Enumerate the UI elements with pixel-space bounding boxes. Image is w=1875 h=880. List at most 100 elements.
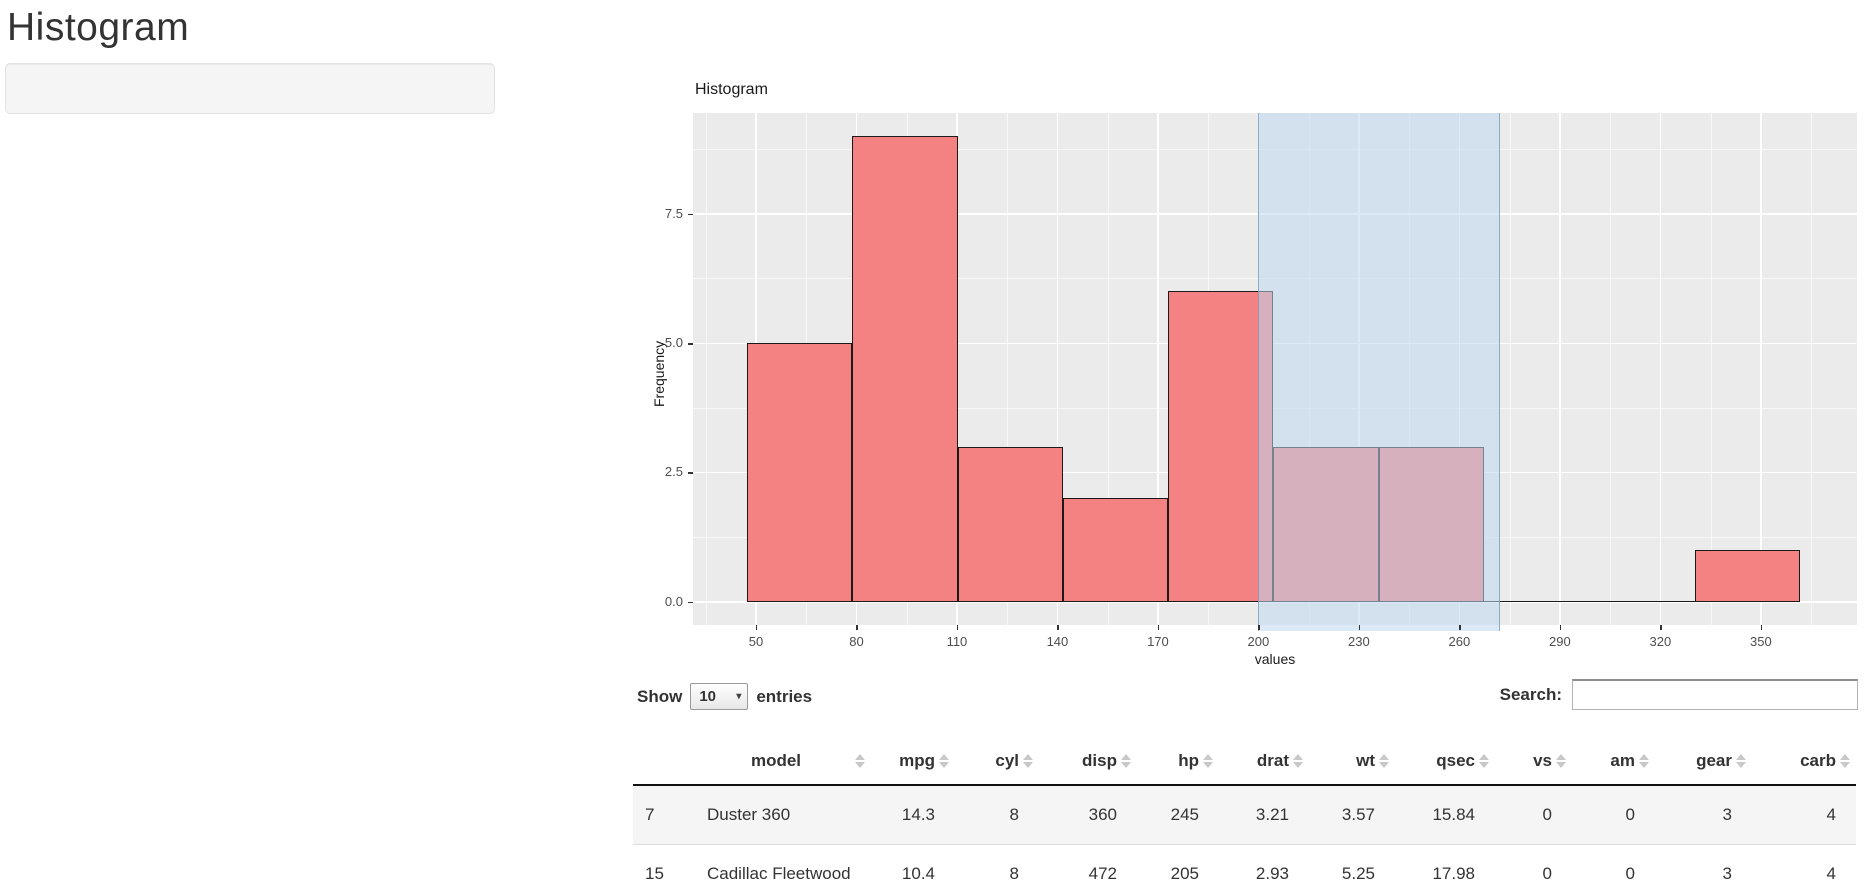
y-tick-mark — [688, 343, 693, 345]
column-header-mpg[interactable]: mpg — [871, 738, 955, 786]
gridline-major-x — [1559, 113, 1561, 625]
gridline-major-x — [1056, 113, 1059, 625]
column-header-qsec[interactable]: qsec — [1395, 738, 1495, 786]
sort-icons — [1840, 754, 1850, 768]
gridline-minor-x — [1710, 113, 1712, 625]
column-header-label: wt — [1356, 751, 1375, 770]
histogram-bar — [1694, 550, 1801, 602]
datatable-controls: Show 10 ▾ entries Search: — [633, 675, 1860, 738]
plot-panel[interactable] — [693, 113, 1857, 631]
table-header: model mpg cyl disp hp drat wt qsec vs am gear carb — [633, 738, 1856, 786]
row-number-cell: 7 — [645, 805, 655, 824]
column-header-label: cyl — [995, 751, 1019, 770]
table-cell-qsec: 17.98 — [1432, 864, 1475, 880]
column-header-vs[interactable]: vs — [1495, 738, 1572, 786]
column-header-drat[interactable]: drat — [1219, 738, 1309, 786]
column-header-label: model — [750, 751, 802, 770]
x-tick-label: 140 — [1046, 634, 1069, 649]
x-tick-mark — [1157, 625, 1160, 630]
column-header-hp[interactable]: hp — [1137, 738, 1219, 786]
column-header-label: am — [1610, 751, 1635, 770]
histogram-bar — [746, 343, 853, 602]
column-header-label: vs — [1533, 751, 1552, 770]
page-length-select[interactable]: 10 ▾ — [690, 683, 749, 710]
column-header-cyl[interactable]: cyl — [955, 738, 1039, 786]
show-label: Show — [637, 686, 683, 706]
x-tick-label: 350 — [1750, 634, 1772, 649]
table-row: 15 Cadillac Fleetwood 10.4 8 472 205 2.93 5.25 1… — [633, 845, 1856, 880]
table-cell-disp: 360 — [1088, 805, 1117, 824]
column-header-label: hp — [1178, 751, 1199, 770]
histogram-plot: Histogram Frequency 50 80 110 140 170 200 230 2… — [633, 60, 1875, 682]
y-tick-mark — [688, 213, 693, 216]
sort-icons — [1293, 754, 1303, 768]
column-header-label: carb — [1800, 751, 1836, 770]
y-tick-mark — [688, 472, 693, 474]
y-tick-label: 5.0 — [664, 335, 683, 351]
table-cell-hp: 245 — [1170, 805, 1199, 824]
gridline-minor-x — [1107, 113, 1109, 625]
column-header-am[interactable]: am — [1572, 738, 1655, 786]
column-header-wt[interactable]: wt — [1309, 738, 1395, 786]
table-row: 7 Duster 360 14.3 8 360 245 3.21 3.57 15.84 0 0 3 4 — [633, 785, 1856, 845]
table-cell-mpg: 10.4 — [901, 864, 935, 880]
column-header-label: disp — [1082, 751, 1117, 770]
table-cell-wt: 3.57 — [1341, 805, 1375, 824]
search-control: Search: — [1500, 679, 1858, 710]
table-cell-model: Duster 360 — [707, 805, 791, 824]
x-tick-label: 80 — [849, 634, 864, 649]
x-tick-label: 290 — [1549, 634, 1571, 649]
table-cell-carb: 4 — [1826, 805, 1836, 824]
data-table: model mpg cyl disp hp drat wt qsec vs am gear carb … — [633, 738, 1856, 880]
search-input[interactable] — [1572, 679, 1858, 710]
sort-icons — [1556, 754, 1566, 768]
gridline-major-x — [1659, 113, 1662, 625]
table-cell-carb: 4 — [1826, 864, 1836, 880]
gridline-minor-x — [1811, 113, 1813, 625]
x-tick-mark — [755, 625, 758, 630]
page-title: Histogram — [7, 6, 190, 49]
search-label: Search: — [1499, 684, 1562, 704]
column-header-label: mpg — [899, 751, 935, 770]
x-axis-title: values — [1254, 651, 1296, 667]
y-tick-label: 0.0 — [664, 593, 683, 609]
histogram-bar — [852, 136, 958, 602]
brush-selection[interactable] — [1258, 113, 1500, 631]
column-header-carb[interactable]: carb — [1752, 738, 1856, 786]
column-header-rownames[interactable] — [633, 738, 695, 786]
x-tick-label: 200 — [1247, 634, 1270, 649]
gridline-minor-x — [1509, 113, 1511, 625]
column-header-gear[interactable]: gear — [1655, 738, 1752, 786]
table-cell-wt: 5.25 — [1341, 864, 1375, 880]
histogram-bar — [957, 446, 1063, 602]
table-cell-am: 0 — [1625, 805, 1635, 824]
table-cell-gear: 3 — [1722, 864, 1732, 880]
entries-label: entries — [756, 686, 813, 706]
x-tick-mark — [1258, 625, 1260, 630]
table-cell-qsec: 15.84 — [1432, 805, 1475, 824]
histogram-bar — [1062, 498, 1169, 602]
column-header-model[interactable]: model — [695, 738, 871, 786]
column-header-disp[interactable]: disp — [1039, 738, 1137, 786]
gridline-minor-x — [1610, 113, 1612, 625]
y-tick-mark — [688, 601, 693, 604]
sort-icons — [939, 754, 949, 768]
page-length-control: Show 10 ▾ entries — [637, 683, 812, 710]
table-cell-cyl: 8 — [1009, 864, 1019, 880]
sort-icons — [1639, 754, 1649, 768]
table-cell-am: 0 — [1625, 864, 1635, 880]
x-tick-mark — [856, 625, 858, 630]
table-cell-vs: 0 — [1542, 805, 1552, 824]
x-tick-mark — [956, 625, 959, 630]
x-tick-label: 260 — [1448, 634, 1471, 649]
row-number-cell: 15 — [645, 864, 664, 880]
gridline-minor-x — [705, 113, 707, 625]
column-header-label: drat — [1256, 751, 1289, 770]
sort-icons — [1203, 754, 1213, 768]
x-tick-label: 170 — [1147, 634, 1169, 649]
gridline-major-x — [1157, 113, 1159, 625]
x-tick-label: 320 — [1649, 634, 1672, 649]
table-cell-gear: 3 — [1722, 805, 1732, 824]
y-tick-label: 2.5 — [664, 464, 683, 480]
table-cell-disp: 472 — [1088, 864, 1117, 880]
